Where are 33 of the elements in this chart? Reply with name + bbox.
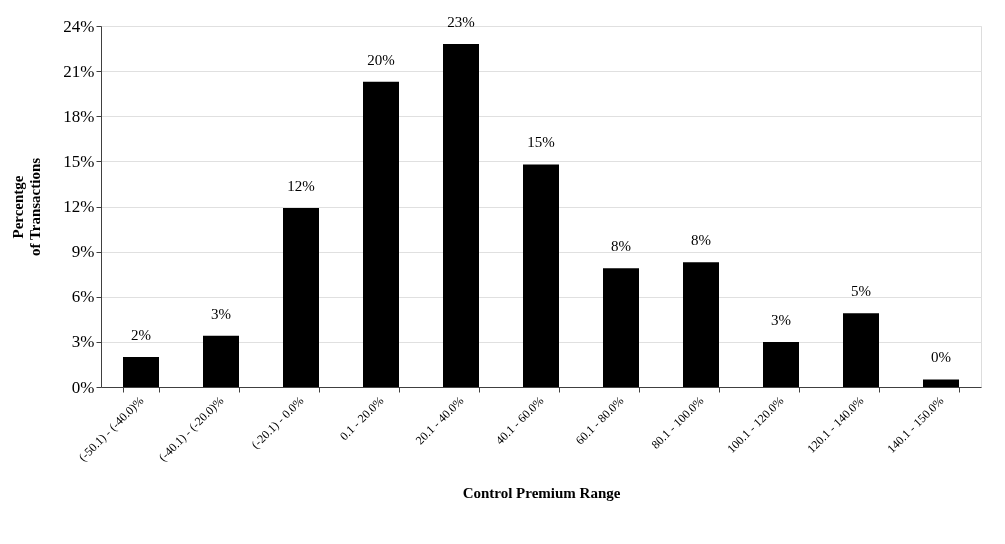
bar xyxy=(443,44,479,387)
bar xyxy=(683,262,719,387)
data-label: 5% xyxy=(851,283,871,300)
bar xyxy=(203,335,239,387)
bar xyxy=(123,356,159,387)
bar xyxy=(923,379,959,387)
y-tick-label: 15% xyxy=(63,151,95,171)
data-label: 12% xyxy=(287,178,315,194)
data-label: 2% xyxy=(131,326,151,343)
data-label: 15% xyxy=(527,134,555,151)
data-label: 20% xyxy=(367,51,395,68)
bar xyxy=(363,81,399,387)
bar xyxy=(763,341,799,387)
y-tick-label: 0% xyxy=(71,377,95,397)
y-axis-title: Percentge of Transactions xyxy=(10,157,44,257)
data-label: 0% xyxy=(931,349,951,366)
y-tick-label: 21% xyxy=(63,61,95,81)
y-tick-label: 12% xyxy=(63,197,95,216)
bar xyxy=(843,313,879,387)
data-label: 23% xyxy=(447,14,475,31)
data-label: 8% xyxy=(691,232,711,249)
y-tick-label: 9% xyxy=(71,242,95,262)
x-axis-title: Control Premium Range xyxy=(462,484,621,501)
data-label: 3% xyxy=(771,311,791,328)
y-tick-label: 18% xyxy=(63,106,95,126)
y-tick-label: 3% xyxy=(71,332,95,352)
y-tick-label: 6% xyxy=(71,287,95,307)
y-tick-label: 24% xyxy=(63,16,95,36)
bar xyxy=(523,164,559,387)
bar xyxy=(603,268,639,387)
data-label: 8% xyxy=(611,238,631,255)
bar xyxy=(283,208,319,387)
data-label: 3% xyxy=(211,305,231,322)
